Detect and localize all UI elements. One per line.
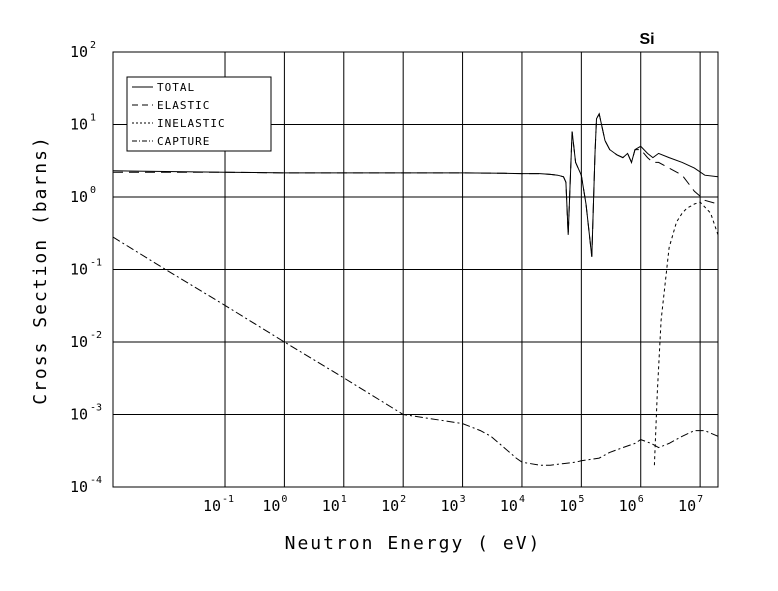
y-tick-exponent: 0 [90, 185, 96, 196]
chart-title: Si [639, 31, 654, 48]
series-line-inelastic [653, 201, 718, 466]
x-axis-label: Neutron Energy ( eV) [285, 533, 542, 554]
y-tick-label: 10 [70, 261, 88, 279]
x-tick-label: 10 [559, 497, 577, 515]
x-tick-label: 10 [500, 497, 518, 515]
x-tick-label: 10 [262, 497, 280, 515]
x-tick-exponent: 1 [341, 494, 347, 505]
legend: TOTAL ELASTIC INELASTIC CAPTURE [126, 76, 272, 152]
x-tick-label: 10 [381, 497, 399, 515]
x-tick-exponent: 5 [578, 494, 584, 505]
y-tick-exponent: -2 [90, 330, 102, 341]
y-tick-exponent: 1 [90, 113, 96, 124]
plot-frame [112, 51, 719, 488]
y-tick-label: 10 [70, 406, 88, 424]
y-axis-label: Cross Section (barns) [30, 135, 51, 405]
x-tick-exponent: -1 [222, 494, 234, 505]
x-tick-label: 10 [441, 497, 459, 515]
x-tick-label: 10 [322, 497, 340, 515]
y-tick-exponent: -1 [90, 258, 102, 269]
series-line-elastic [113, 112, 718, 257]
legend-label: INELASTIC [157, 117, 226, 130]
x-tick-label: 10 [678, 497, 696, 515]
y-tick-exponent: -4 [90, 475, 102, 486]
x-tick-label: 10 [619, 497, 637, 515]
x-tick-exponent: 3 [460, 494, 466, 505]
legend-label: ELASTIC [157, 99, 210, 112]
x-tick-labels: 10 -1 10 0 10 1 10 2 10 3 10 4 10 5 10 6 10 7 [203, 494, 703, 515]
legend-box [126, 76, 272, 152]
x-tick-exponent: 2 [400, 494, 406, 505]
x-tick-exponent: 0 [281, 494, 287, 505]
y-tick-label: 10 [70, 188, 88, 206]
y-tick-exponent: -3 [90, 403, 102, 414]
y-tick-label: 10 [70, 333, 88, 351]
series-layer [113, 112, 718, 466]
series-line-capture [113, 236, 718, 466]
y-tick-label: 10 [70, 43, 88, 61]
x-tick-exponent: 6 [638, 494, 644, 505]
legend-label: CAPTURE [157, 135, 210, 148]
x-tick-exponent: 4 [519, 494, 525, 505]
x-tick-exponent: 7 [697, 494, 703, 505]
y-tick-label: 10 [70, 116, 88, 134]
y-tick-exponent: 2 [90, 40, 96, 51]
legend-label: TOTAL [157, 81, 195, 94]
y-tick-label: 10 [70, 478, 88, 496]
x-tick-label: 10 [203, 497, 221, 515]
